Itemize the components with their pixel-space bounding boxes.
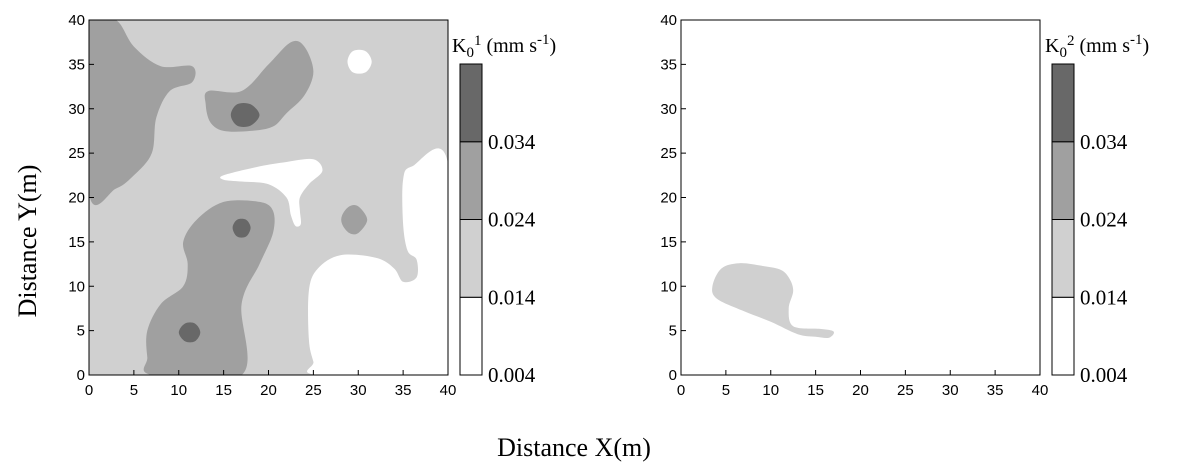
x-tick-label: 15 [215,382,232,399]
y-tick-label: 35 [660,56,677,73]
contour-region [712,263,834,339]
x-tick-label: 40 [1032,382,1049,399]
colorbar-band [1051,219,1075,298]
y-axis-title: Distance Y(m) [13,165,42,318]
y-tick-label: 10 [660,278,677,295]
colorbar-tick-label: 0.024 [1080,208,1128,232]
y-tick-label: 30 [68,101,85,118]
contour-region [306,148,448,375]
x-tick-label: 5 [722,382,730,399]
x-tick-label: 20 [852,382,869,399]
x-tick-label: 35 [987,382,1004,399]
colorbar-band [459,141,483,220]
x-tick-label: 40 [440,382,457,399]
y-tick-label: 25 [660,145,677,162]
colorbar-title: K01 (mm s-1) [452,32,556,61]
x-tick-label: 20 [260,382,277,399]
x-tick-label: 0 [677,382,685,399]
x-tick-label: 25 [305,382,322,399]
y-tick-label: 0 [77,367,85,384]
x-tick-label: 5 [130,382,138,399]
contour-region [178,322,201,343]
x-tick-label: 25 [897,382,914,399]
colorbar-tick-label: 0.014 [1080,285,1128,309]
colorbar-tick-label: 0.004 [1080,363,1128,387]
colorbar-tick-label: 0.014 [488,285,536,309]
y-tick-label: 15 [660,234,677,251]
x-tick-label: 15 [807,382,824,399]
contour-region [220,158,323,227]
colorbar-tick-label: 0.004 [488,363,536,387]
colorbar-band [459,63,483,143]
colorbar-title: K02 (mm s-1) [1045,32,1149,61]
contour-region [230,102,260,127]
x-tick-label: 10 [762,382,779,399]
right-contour-panel: 0 5 10 15 20 25 30 35 40 0 5 10 15 20 25 30 35 40 0.004 0.0… [660,12,1149,399]
y-tick-label: 20 [68,190,85,207]
contour-region [347,49,372,74]
contour-region [143,200,275,375]
y-tick-label: 25 [68,145,85,162]
colorbar-band [1051,141,1075,220]
y-tick-label: 10 [68,278,85,295]
x-tick-label: 30 [942,382,959,399]
x-tick-label: 0 [85,382,93,399]
y-tick-label: 5 [669,323,677,340]
colorbar-tick-label: 0.034 [488,130,536,154]
contour-background [681,20,1040,375]
x-tick-label: 30 [350,382,367,399]
y-tick-label: 35 [68,56,85,73]
colorbar-band [1051,63,1075,143]
y-tick-label: 20 [660,190,677,207]
colorbar-tick-label: 0.024 [488,208,536,232]
contour-region [89,20,196,206]
x-tick-label: 35 [395,382,412,399]
colorbar-band [459,296,483,376]
y-tick-label: 0 [669,367,677,384]
x-tick-label: 10 [170,382,187,399]
y-tick-label: 40 [68,12,85,29]
contour-region [204,40,314,132]
y-tick-label: 40 [660,12,677,29]
y-tick-label: 5 [77,323,85,340]
colorbar-band [459,219,483,298]
y-tick-label: 30 [660,101,677,118]
colorbar-band [1051,296,1075,376]
x-axis-title: Distance X(m) [497,433,651,462]
y-tick-label: 15 [68,234,85,251]
contour-region [341,205,368,235]
contour-region [232,218,251,238]
colorbar-tick-label: 0.034 [1080,130,1128,154]
left-contour-panel: 0 5 10 15 20 25 30 35 40 0 5 10 15 20 25 30 35 40 0.004 0.0… [68,12,556,399]
